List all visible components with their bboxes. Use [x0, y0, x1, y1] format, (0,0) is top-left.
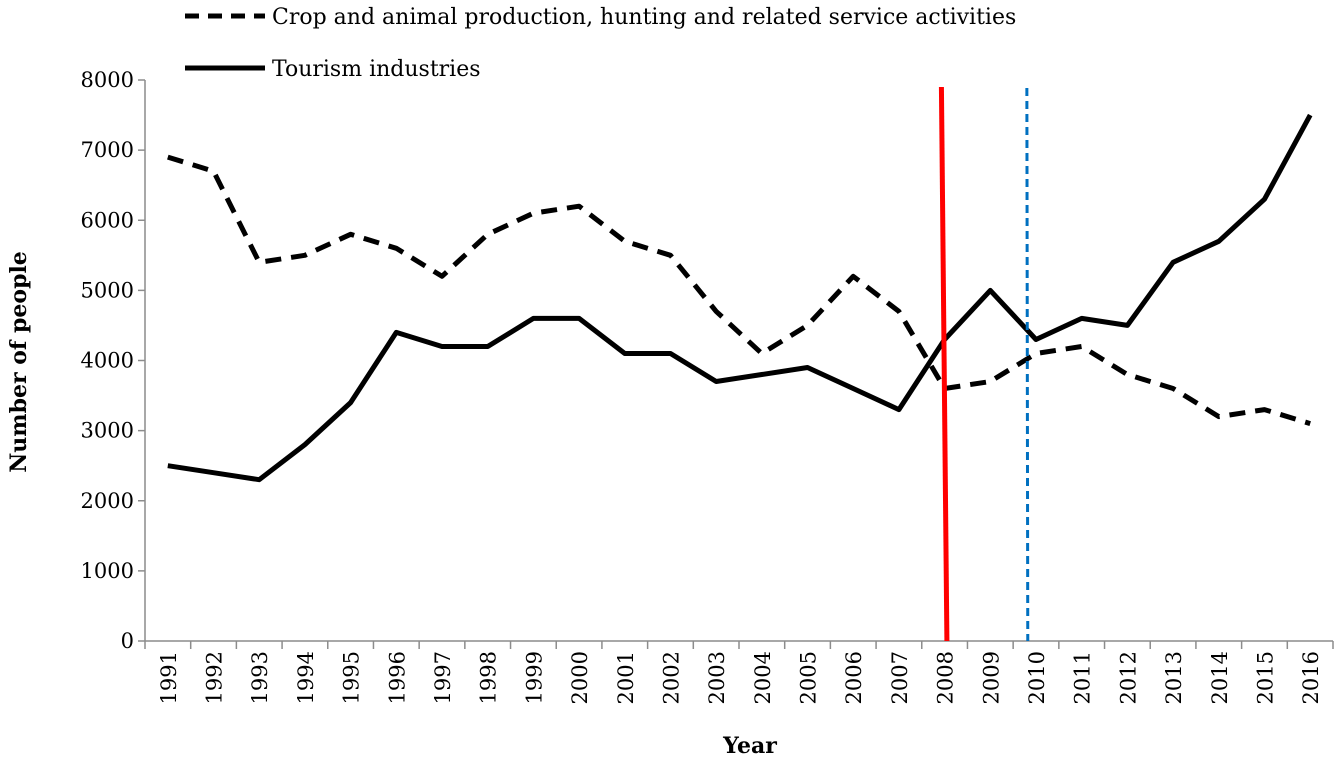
x-axis-ticks: 1991 1992 1993 1994 1995 1996 1997 1998 1999 2000… [144, 641, 1334, 704]
x-tick-label: 2003 [705, 651, 729, 704]
series-layer [167, 113, 1313, 483]
x-tick-label: 2006 [842, 651, 866, 704]
x-tick-label: 2013 [1162, 651, 1186, 704]
legend: Crop and animal production, hunting and … [185, 5, 1016, 82]
x-tick-label: 1991 [157, 651, 181, 704]
y-axis-ticks: 0 1000 2000 3000 4000 5000 6000 7000 8000 [81, 68, 145, 653]
y-tick-label: 7000 [81, 138, 134, 162]
legend-label-tourism: Tourism industries [272, 57, 481, 82]
y-tick-label: 1000 [81, 559, 134, 583]
series-line-crop [167, 154, 1311, 426]
x-tick-label: 2001 [614, 651, 638, 704]
legend-label-crop: Crop and animal production, hunting and … [272, 5, 1016, 30]
x-tick-label: 2016 [1299, 651, 1323, 704]
x-tick-label: 2008 [934, 651, 958, 704]
x-tick-label: 1993 [248, 651, 272, 704]
y-tick-label: 5000 [81, 278, 134, 302]
marker-layer [938, 86, 1030, 642]
x-tick-label: 1996 [385, 651, 409, 704]
red-marker-line [938, 86, 950, 642]
x-tick-label: 2011 [1071, 651, 1095, 704]
x-tick-label: 2009 [979, 651, 1003, 704]
x-tick-label: 2002 [659, 651, 683, 704]
x-tick-label: 1997 [431, 651, 455, 704]
x-axis-title: Year [722, 733, 777, 758]
series-line-tourism [167, 113, 1313, 483]
x-tick-label: 1998 [477, 651, 501, 704]
x-tick-label: 1992 [203, 651, 227, 704]
x-tick-label: 2015 [1253, 651, 1277, 704]
y-axis-title: Number of people [6, 251, 32, 473]
y-tick-label: 6000 [81, 208, 134, 232]
y-tick-label: 0 [121, 629, 134, 653]
y-tick-label: 3000 [81, 419, 134, 443]
x-tick-label: 1995 [340, 651, 364, 704]
x-tick-label: 2014 [1208, 651, 1232, 704]
x-tick-label: 2012 [1116, 651, 1140, 704]
y-tick-label: 4000 [81, 349, 134, 373]
x-tick-label: 1999 [522, 651, 546, 704]
x-tick-label: 2000 [568, 651, 592, 704]
x-tick-label: 2004 [751, 651, 775, 704]
x-tick-label: 1994 [294, 651, 318, 704]
blue-marker-line [1025, 87, 1030, 642]
y-tick-label: 8000 [81, 68, 134, 92]
x-tick-label: 2010 [1025, 651, 1049, 704]
y-tick-label: 2000 [81, 489, 134, 513]
x-tick-label: 2005 [797, 651, 821, 704]
x-tick-label: 2007 [888, 651, 912, 704]
axes [144, 80, 1333, 642]
